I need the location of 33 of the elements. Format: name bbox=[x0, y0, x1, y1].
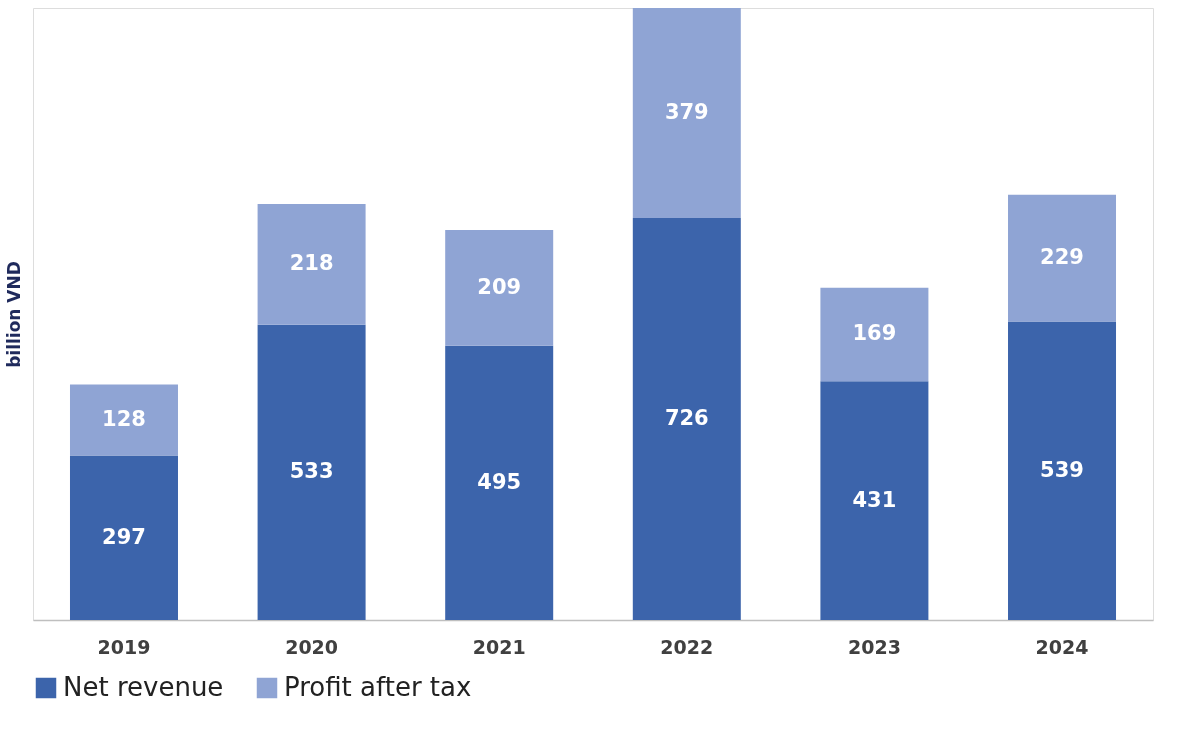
bar bbox=[69, 455, 178, 620]
bar bbox=[257, 204, 366, 325]
data-label: 209 bbox=[477, 274, 522, 299]
bar bbox=[1008, 194, 1117, 322]
data-label: 539 bbox=[1040, 457, 1084, 482]
y-axis-title: billion VND bbox=[3, 261, 24, 368]
data-label: 431 bbox=[852, 487, 897, 512]
bar bbox=[445, 345, 554, 620]
x-tick-label: 2020 bbox=[285, 635, 339, 658]
bar bbox=[632, 217, 741, 620]
data-label: 726 bbox=[664, 405, 709, 430]
x-tick-label: 2023 bbox=[847, 635, 901, 658]
x-tick-label: 2022 bbox=[660, 635, 714, 658]
legend-label: Net revenue bbox=[63, 672, 224, 702]
legend-label: Profit after tax bbox=[284, 672, 472, 702]
data-label: 533 bbox=[289, 459, 334, 484]
data-label: 229 bbox=[1040, 245, 1084, 270]
x-tick-label: 2021 bbox=[472, 635, 526, 658]
data-label: 128 bbox=[102, 407, 146, 432]
bar bbox=[820, 381, 929, 620]
bar bbox=[1008, 321, 1117, 620]
bar bbox=[445, 230, 554, 346]
bar bbox=[69, 384, 178, 456]
x-tick-label: 2024 bbox=[1035, 635, 1089, 658]
bar bbox=[257, 324, 366, 620]
data-label: 169 bbox=[852, 321, 897, 346]
x-tick-label: 2019 bbox=[97, 635, 151, 658]
bar bbox=[632, 8, 741, 218]
data-label: 297 bbox=[102, 524, 146, 549]
bar bbox=[820, 287, 929, 382]
data-label: 379 bbox=[664, 99, 709, 124]
data-label: 495 bbox=[477, 469, 522, 494]
data-label: 218 bbox=[289, 251, 334, 276]
